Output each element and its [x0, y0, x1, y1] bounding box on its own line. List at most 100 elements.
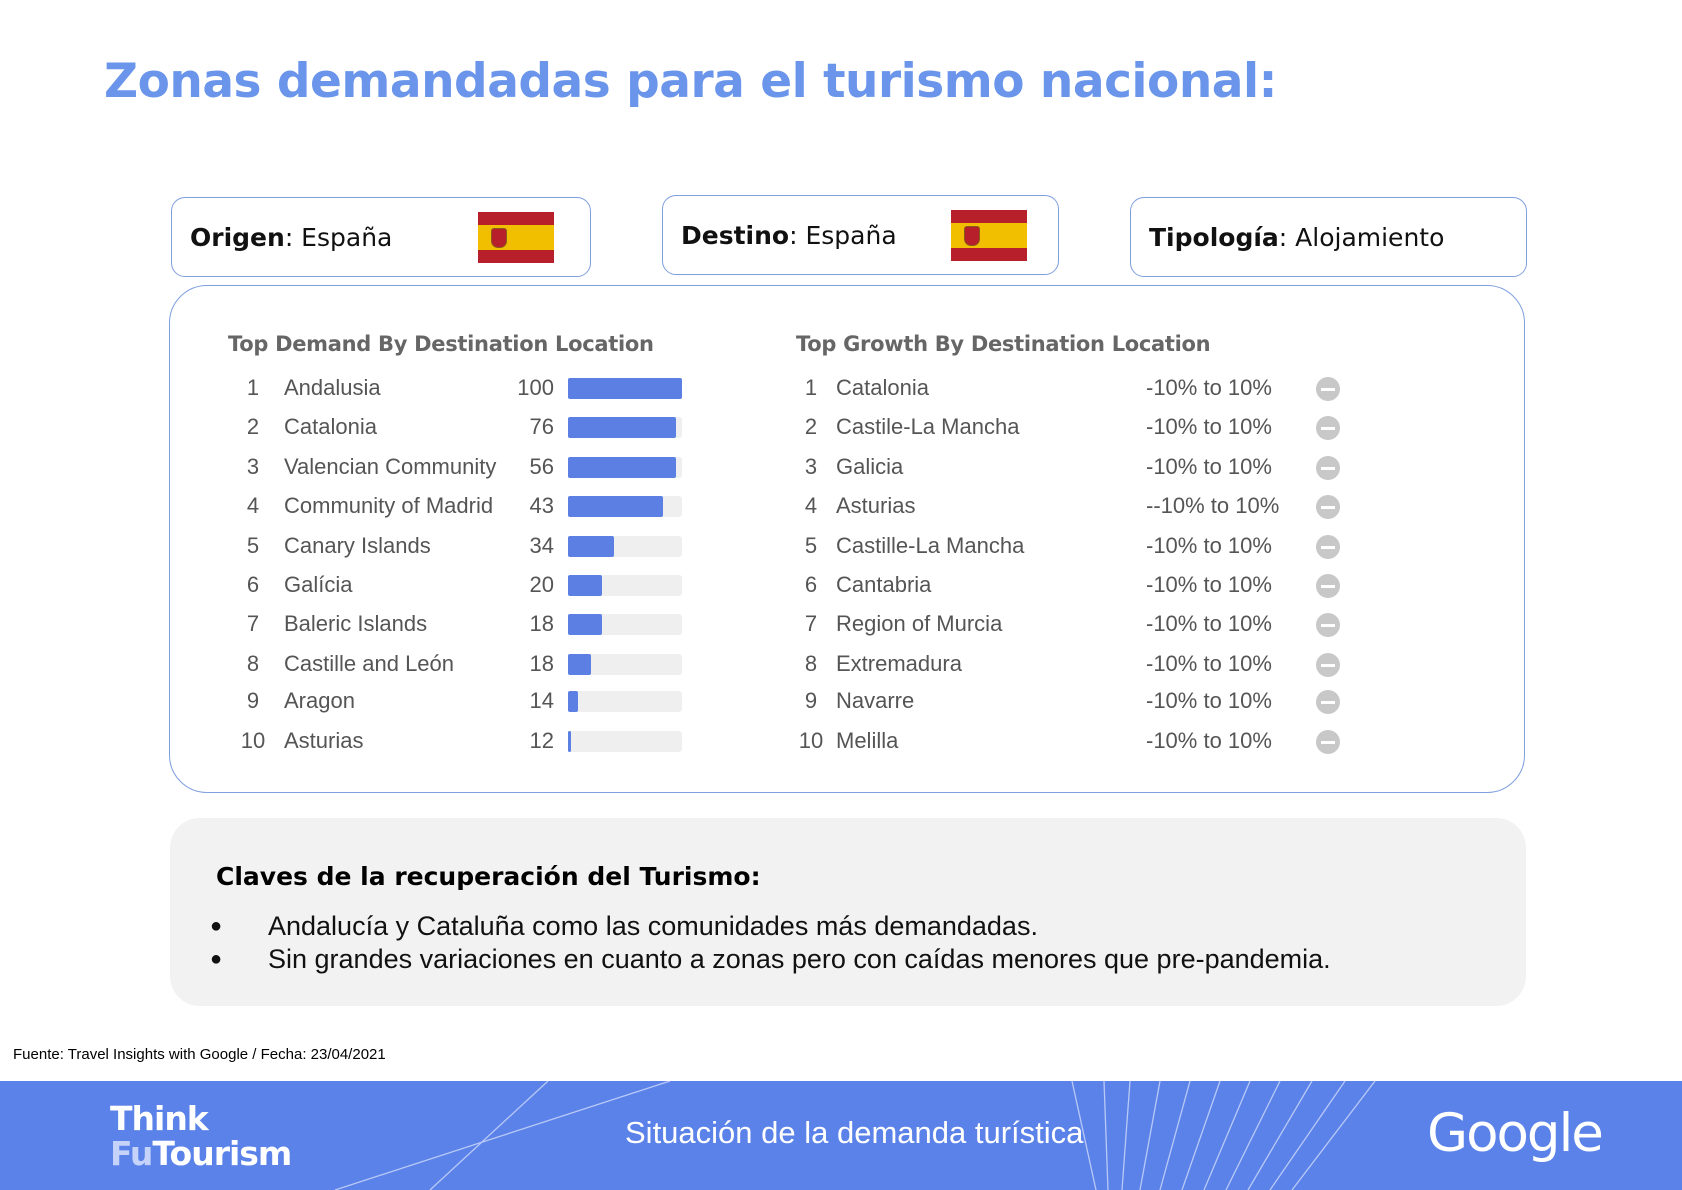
demand-row: 9 Aragon 14 [238, 687, 554, 715]
filter-destino: Destino: España [662, 195, 1059, 275]
demand-bar [568, 614, 603, 635]
growth-location: Catalonia [836, 375, 929, 400]
demand-rank: 8 [246, 651, 260, 676]
demand-rank: 10 [240, 728, 266, 753]
growth-row: 2 Castile-La Mancha -10% to 10% [796, 413, 1356, 441]
decorative-lines-icon [334, 1081, 1376, 1190]
demand-bar-track [568, 731, 682, 752]
demand-rank: 1 [246, 375, 260, 400]
growth-location: Castille-La Mancha [836, 533, 1025, 558]
demand-rank: 6 [246, 572, 260, 597]
filter-tipologia-label: Tipología [1149, 222, 1279, 252]
growth-location: Region of Murcia [836, 611, 1003, 636]
demand-bar-track [568, 536, 682, 557]
demand-row: 4 Community of Madrid 43 [238, 492, 554, 520]
rankings-panel: Top Demand By Destination Location 1 Anda… [169, 285, 1525, 793]
footer-subtitle: Situación de la demanda turística [625, 1115, 1084, 1150]
demand-location: Asturias [284, 728, 364, 753]
demand-value: 34 [529, 533, 554, 558]
growth-range: -10% to 10% [1146, 572, 1272, 597]
growth-row: 5 Castille-La Mancha -10% to 10% [796, 532, 1356, 560]
growth-rank: 4 [804, 493, 818, 518]
demand-bar [568, 575, 603, 596]
growth-rank: 3 [804, 454, 818, 479]
demand-bar-track [568, 614, 682, 635]
demand-bar-track [568, 575, 682, 596]
demand-row: 2 Catalonia 76 [238, 413, 554, 441]
demand-value: 20 [529, 572, 554, 597]
growth-row: 4 Asturias --10% to 10% [796, 492, 1356, 520]
demand-row: 5 Canary Islands 34 [238, 532, 554, 560]
growth-rank: 1 [804, 375, 818, 400]
growth-location: Melilla [836, 728, 899, 753]
demand-bar [568, 654, 591, 675]
demand-bar [568, 378, 682, 399]
demand-location: Baleric Islands [284, 611, 428, 636]
growth-row: 3 Galicia -10% to 10% [796, 453, 1356, 481]
growth-row: 10 Melilla -10% to 10% [796, 727, 1356, 755]
growth-rank: 8 [804, 651, 818, 676]
growth-range: -10% to 10% [1146, 375, 1272, 400]
growth-range: -10% to 10% [1146, 651, 1272, 676]
demand-location: Canary Islands [284, 533, 431, 558]
growth-rank: 9 [804, 688, 818, 713]
demand-location: Community of Madrid [284, 493, 494, 518]
demand-rank: 9 [246, 688, 260, 713]
demand-row: 8 Castille and León 18 [238, 650, 554, 678]
demand-rank: 4 [246, 493, 260, 518]
demand-bar-track [568, 691, 682, 712]
demand-value: 56 [529, 454, 554, 479]
demand-rank: 7 [246, 611, 260, 636]
key-findings-box: Claves de la recuperación del Turismo: A… [170, 818, 1526, 1006]
neutral-change-icon [1316, 574, 1340, 598]
growth-rank: 6 [804, 572, 818, 597]
growth-range: --10% to 10% [1146, 493, 1280, 518]
filter-tipologia: Tipología: Alojamiento [1130, 197, 1527, 277]
demand-bar-track [568, 417, 682, 438]
neutral-change-icon [1316, 456, 1340, 480]
neutral-change-icon [1316, 613, 1340, 637]
growth-location: Cantabria [836, 572, 932, 597]
growth-title: Top Growth By Destination Location [796, 332, 1211, 356]
demand-bar-track [568, 654, 682, 675]
growth-rank: 5 [804, 533, 818, 558]
neutral-change-icon [1316, 377, 1340, 401]
demand-value: 18 [529, 651, 554, 676]
growth-range: -10% to 10% [1146, 454, 1272, 479]
growth-location: Asturias [836, 493, 916, 518]
demand-row: 1 Andalusia 100 [238, 374, 554, 402]
demand-location: Andalusia [284, 375, 381, 400]
demand-value: 76 [529, 414, 554, 439]
source-note: Fuente: Travel Insights with Google / Fe… [13, 1046, 386, 1063]
neutral-change-icon [1316, 495, 1340, 519]
key-findings-list: Andalucía y Cataluña como las comunidade… [210, 910, 1331, 976]
filter-destino-value: : España [789, 220, 897, 250]
growth-row: 7 Region of Murcia -10% to 10% [796, 610, 1356, 638]
key-finding-bullet: Andalucía y Cataluña como las comunidade… [210, 910, 1331, 943]
demand-bar-track [568, 457, 682, 478]
think-futourism-logo: Think FuTourism [110, 1099, 292, 1173]
demand-row: 6 Galícia 20 [238, 571, 554, 599]
demand-bar-track [568, 378, 682, 399]
demand-bar [568, 496, 663, 517]
growth-rank: 10 [798, 728, 824, 753]
page-title: Zonas demandadas para el turismo naciona… [104, 54, 1277, 109]
growth-row: 9 Navarre -10% to 10% [796, 687, 1356, 715]
demand-bar [568, 417, 677, 438]
demand-location: Catalonia [284, 414, 377, 439]
demand-value: 18 [529, 611, 554, 636]
demand-row: 7 Baleric Islands 18 [238, 610, 554, 638]
demand-value: 14 [529, 688, 554, 713]
neutral-change-icon [1316, 690, 1340, 714]
growth-location: Extremadura [836, 651, 962, 676]
neutral-change-icon [1316, 653, 1340, 677]
growth-rank: 2 [804, 414, 818, 439]
filter-origen: Origen: España [171, 197, 591, 277]
spain-flag-icon [951, 210, 1027, 261]
demand-location: Aragon [284, 688, 355, 713]
demand-title: Top Demand By Destination Location [228, 332, 654, 356]
growth-row: 6 Cantabria -10% to 10% [796, 571, 1356, 599]
growth-rank: 7 [804, 611, 818, 636]
growth-range: -10% to 10% [1146, 728, 1272, 753]
demand-value: 43 [529, 493, 554, 518]
